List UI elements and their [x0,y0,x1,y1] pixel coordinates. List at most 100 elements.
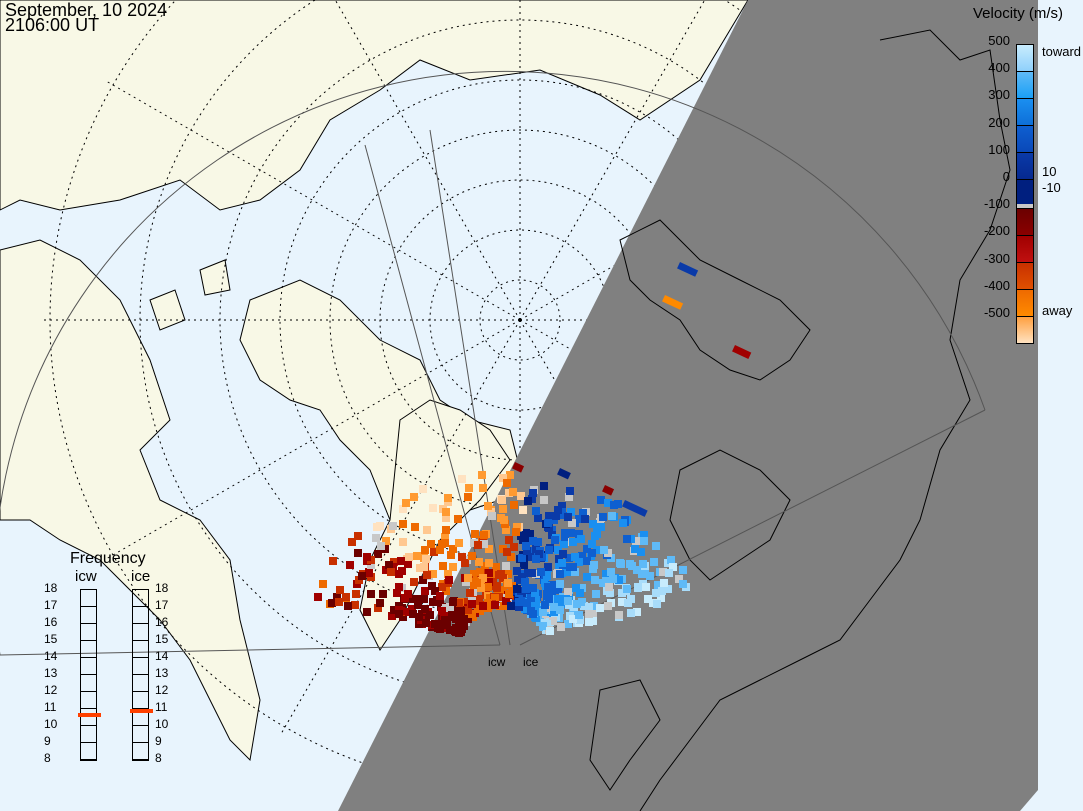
velocity-cell [615,576,623,584]
velocity-cell [429,504,437,512]
velocity-cell [550,603,558,611]
velocity-cell [314,593,322,601]
velocity-cell [468,552,476,560]
velocity-cell [493,582,501,590]
velocity-cell [436,592,444,600]
velocity-cell [549,617,557,625]
velocity-cell [527,607,535,615]
velocity-cell [409,610,417,618]
velocity-cell [665,569,673,577]
velocity-cell [455,539,463,547]
velocity-cell [573,600,581,608]
frequency-tick: 9 [44,734,51,748]
velocity-cell [446,603,454,611]
velocity-cell [526,553,534,561]
velocity-cell [540,482,548,490]
frequency-tick: 14 [44,649,58,663]
velocity-cell [484,599,492,607]
velocity-cell [376,599,384,607]
velocity-cell [522,585,530,593]
colorbar-tick: 300 [988,87,1010,103]
velocity-cell [529,584,537,592]
velocity-cell [429,598,437,606]
velocity-cell [421,587,429,595]
velocity-cell [575,611,583,619]
velocity-cell [429,570,437,578]
velocity-cell [554,546,562,554]
velocity-cell [632,537,640,545]
frequency-marker [78,712,101,717]
colorbar-segment [1016,208,1034,235]
velocity-cell [642,583,650,591]
longitude-line [104,79,521,321]
velocity-cell [564,513,572,521]
colorbar-title: Velocity (m/s) [973,5,1064,22]
velocity-cell [442,514,450,522]
velocity-cell [441,533,449,541]
velocity-cell [449,563,457,571]
velocity-cell [540,496,548,504]
velocity-cell [581,515,589,523]
frequency-tick: 13 [155,666,169,680]
colorbar-tick: -300 [983,250,1010,266]
velocity-cell [503,548,511,556]
velocity-cell [512,461,525,473]
frequency-tick: 8 [44,751,51,765]
velocity-cell [521,535,529,543]
velocity-cell [421,546,429,554]
velocity-cell [522,542,530,550]
velocity-cell [491,594,499,602]
velocity-cell [659,568,667,576]
radar-label-ice: ice [523,655,539,669]
velocity-cell [510,543,518,551]
velocity-cell [571,568,579,576]
velocity-cell [485,569,493,577]
velocity-cell [559,550,567,558]
velocity-cell [419,485,427,493]
colorbar-segment [1016,316,1034,344]
velocity-cell [534,538,542,546]
velocity-cell [358,572,366,580]
velocity-cell [479,602,487,610]
velocity-cell [333,593,341,601]
velocity-cell [732,344,752,359]
velocity-cell [669,563,677,571]
velocity-cell [363,608,371,616]
velocity-cell [448,612,456,620]
velocity-cell [564,588,572,596]
velocity-cell [438,607,446,615]
velocity-cell [376,522,384,530]
velocity-cell [557,511,565,519]
velocity-cell [604,499,612,507]
velocity-cell [600,546,608,554]
land-north [0,0,749,211]
velocity-cell [564,597,572,605]
velocity-cell [527,594,535,602]
velocity-cell [578,552,586,560]
velocity-cell [397,557,405,565]
velocity-cell [557,623,565,631]
velocity-cell [507,602,515,610]
frequency-tick: 16 [155,615,169,629]
toward-label: toward [1042,44,1082,59]
velocity-cell [578,584,586,592]
velocity-cell [480,540,488,548]
velocity-cell [389,522,397,530]
velocity-cell [589,520,597,528]
frequency-tick: 18 [155,581,169,595]
frequency-tick: 10 [44,717,58,731]
velocity-cell [523,547,531,555]
velocity-cell [571,553,579,561]
velocity-cell [554,586,562,594]
velocity-cell [618,598,626,606]
velocity-cell [346,561,354,569]
velocity-cell [524,497,532,505]
velocity-cell [442,526,450,534]
velocity-cell [420,595,428,603]
velocity-cell [506,471,514,479]
velocity-cell [675,575,683,583]
velocity-cell [405,553,413,561]
velocity-cell [518,573,526,581]
velocity-cell [395,570,403,578]
velocity-cell [416,564,424,572]
